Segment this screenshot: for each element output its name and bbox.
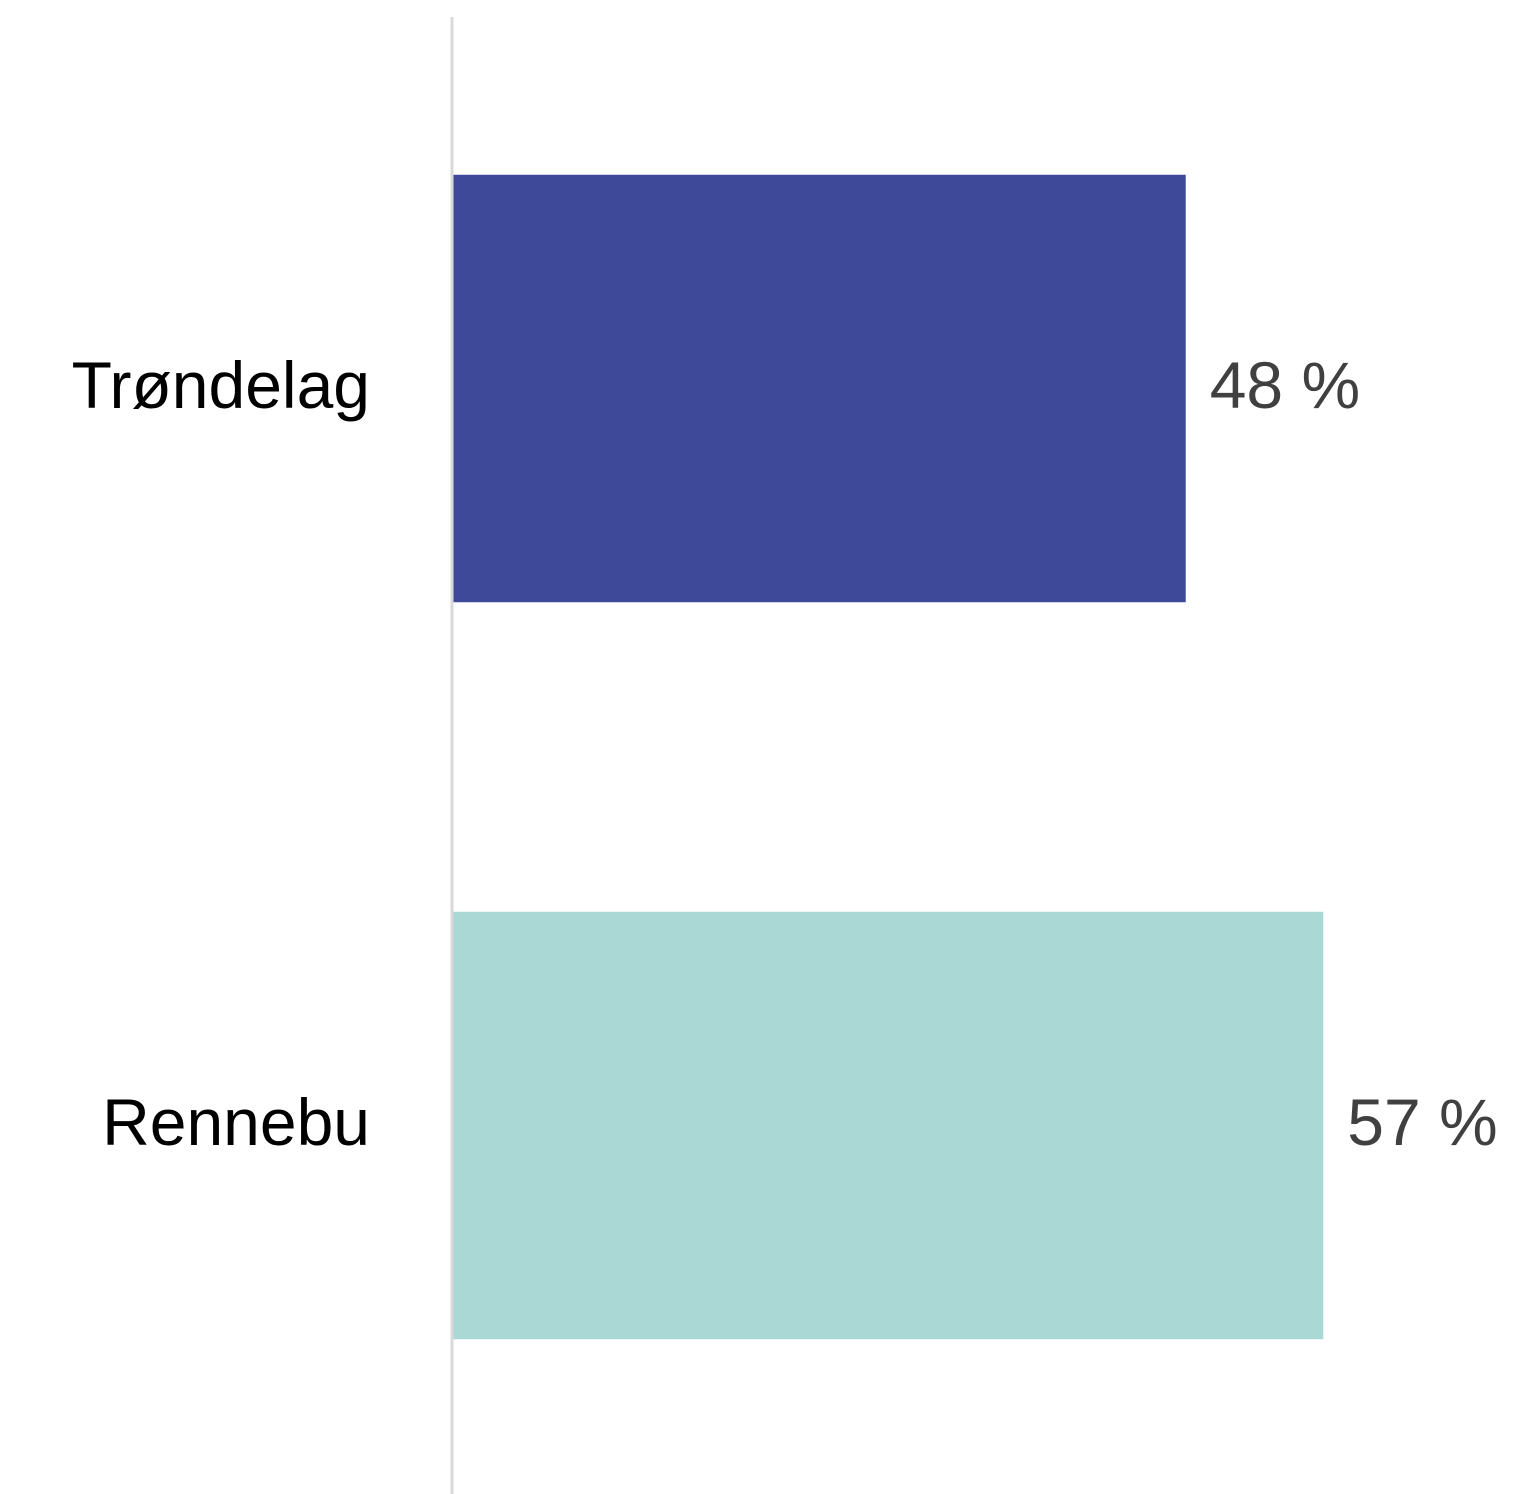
value-label: 57 %: [1347, 1085, 1497, 1159]
y-tick-label: Trøndelag: [72, 348, 370, 422]
bar: [452, 174, 1186, 603]
bar: [452, 911, 1324, 1340]
value-label: 48 %: [1210, 348, 1360, 422]
y-tick-label: Rennebu: [102, 1085, 370, 1159]
